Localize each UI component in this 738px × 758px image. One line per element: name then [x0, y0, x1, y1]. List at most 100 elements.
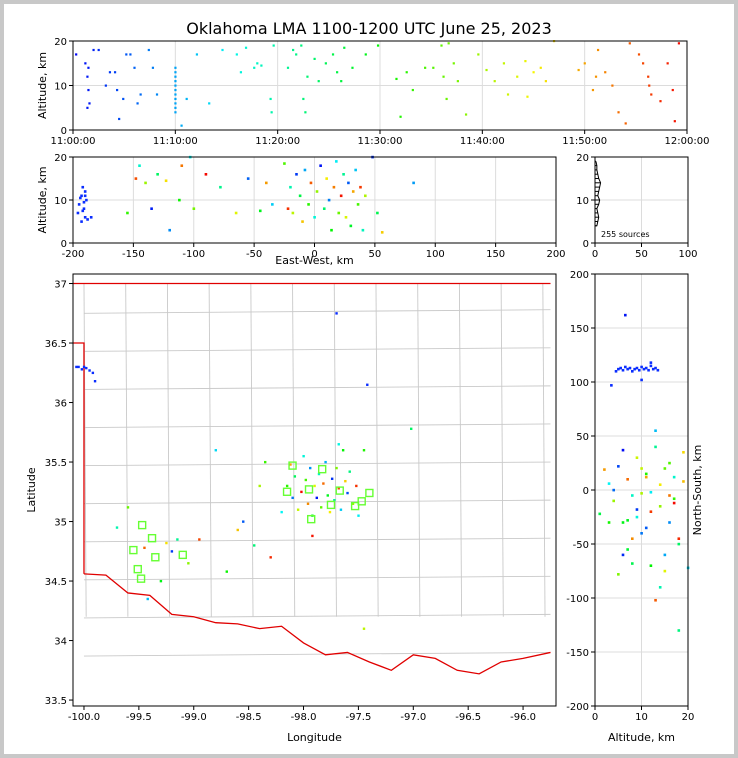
lightning-source-point — [138, 164, 141, 167]
lightning-source-point — [324, 62, 327, 65]
lightning-source-point — [577, 68, 580, 72]
lma-station-marker — [147, 533, 157, 543]
lightning-source-point — [80, 220, 83, 223]
lightning-source-point — [115, 526, 119, 529]
county-line — [83, 347, 551, 352]
county-line — [125, 283, 129, 617]
lightning-source-point — [445, 97, 448, 101]
lightning-source-point — [672, 501, 676, 505]
lightning-source-point — [649, 564, 653, 567]
lightning-source-point — [666, 62, 669, 65]
lightning-source-point — [77, 203, 81, 206]
x-tick-label: -200 — [62, 249, 85, 260]
lightning-source-point — [607, 482, 611, 485]
lightning-source-point — [614, 370, 618, 373]
lightning-source-point — [648, 84, 651, 87]
lightning-source-point — [351, 502, 355, 505]
lma-station-marker — [129, 545, 138, 555]
lightning-source-point — [663, 569, 667, 573]
lightning-source-point — [524, 60, 527, 63]
lightning-source-point — [649, 361, 653, 364]
lightning-source-point — [633, 367, 636, 371]
lma-station-marker — [282, 487, 292, 496]
lightning-source-point — [624, 313, 627, 317]
lightning-source-point — [289, 185, 292, 189]
lightning-source-point — [84, 62, 87, 65]
y-tick-label: 200 — [570, 270, 589, 281]
county-boundaries — [83, 283, 551, 657]
lightning-source-point — [621, 368, 625, 372]
lightning-source-point — [682, 480, 685, 483]
lightning-source-point — [88, 102, 91, 105]
lightning-source-point — [174, 71, 177, 74]
lightning-source-point — [291, 496, 294, 500]
lightning-source-point — [598, 512, 602, 516]
y-tick-label: -200 — [566, 702, 589, 713]
lightning-source-point — [178, 198, 181, 202]
lightning-source-point — [364, 53, 367, 56]
y-tick-label: 10 — [54, 196, 67, 207]
county-line — [292, 283, 296, 617]
lightning-source-point — [617, 111, 620, 114]
x-tick-label: 0 — [311, 249, 317, 260]
lightning-source-point — [108, 71, 112, 74]
lightning-source-point — [136, 102, 139, 105]
lightning-source-point — [671, 88, 674, 92]
lightning-source-point — [626, 367, 629, 371]
lightning-source-point — [293, 475, 297, 478]
lightning-source-point — [93, 380, 97, 383]
lightning-source-point — [306, 502, 310, 505]
lightning-source-point — [260, 64, 263, 67]
lightning-source-point — [351, 66, 354, 69]
y-tick-label: 20 — [54, 153, 67, 164]
lightning-source-point — [354, 168, 357, 172]
y-tick-label: 20 — [576, 153, 589, 164]
x-tick-label: -96.5 — [455, 712, 481, 723]
lightning-source-point — [677, 42, 681, 45]
lightning-source-point — [644, 526, 648, 530]
lightning-source-point — [654, 598, 657, 602]
lightning-source-point — [302, 97, 305, 101]
lightning-source-point — [126, 506, 130, 509]
panel-frame — [72, 156, 557, 244]
lightning-source-point — [113, 71, 117, 74]
lightning-source-point — [506, 93, 510, 96]
lma-station-marker — [326, 500, 336, 510]
lightning-source-point — [637, 368, 641, 372]
lightning-source-point — [624, 122, 627, 125]
lightning-source-point — [174, 88, 177, 92]
lightning-source-point — [411, 88, 414, 92]
lightning-source-point — [337, 211, 341, 215]
lma-station-marker — [178, 550, 187, 560]
county-line — [83, 499, 551, 505]
x-tick-label: 200 — [546, 249, 565, 260]
y-tick-label: 34.5 — [45, 577, 67, 588]
lightning-source-point — [617, 573, 620, 576]
lightning-source-point — [339, 508, 343, 511]
lightning-source-point — [410, 427, 413, 431]
lightning-source-point — [654, 445, 657, 449]
chart-title: Oklahoma LMA 1100-1200 UTC June 25, 2023 — [186, 19, 552, 38]
lightning-source-point — [610, 384, 613, 387]
lightning-source-point — [617, 367, 620, 371]
lightning-source-point — [596, 48, 600, 52]
x-tick-label: -98.0 — [291, 712, 317, 723]
lma-station-marker — [357, 497, 366, 506]
lightning-source-point — [82, 207, 86, 210]
x-tick-label: 11:00:00 — [51, 136, 96, 147]
lightning-source-point — [253, 66, 256, 69]
lightning-source-point — [649, 510, 653, 513]
lightning-source-point — [647, 75, 650, 78]
lightning-source-point — [300, 490, 303, 494]
lightning-source-point — [412, 181, 415, 185]
northsouth-altitude-panel: 0 10 20 -200 -150 -100 -50 0 50 100 150 200 North-So… — [566, 270, 704, 744]
lightning-source-point — [83, 194, 87, 198]
lightning-source-point — [327, 198, 331, 202]
y-tick-label: 0 — [61, 126, 67, 137]
lightning-source-point — [304, 111, 307, 114]
lightning-source-point — [85, 198, 88, 202]
lightning-source-point — [174, 66, 177, 69]
lightning-source-point — [631, 562, 634, 565]
lightning-source-point — [607, 521, 611, 524]
x-tick-label: 100 — [426, 249, 445, 260]
